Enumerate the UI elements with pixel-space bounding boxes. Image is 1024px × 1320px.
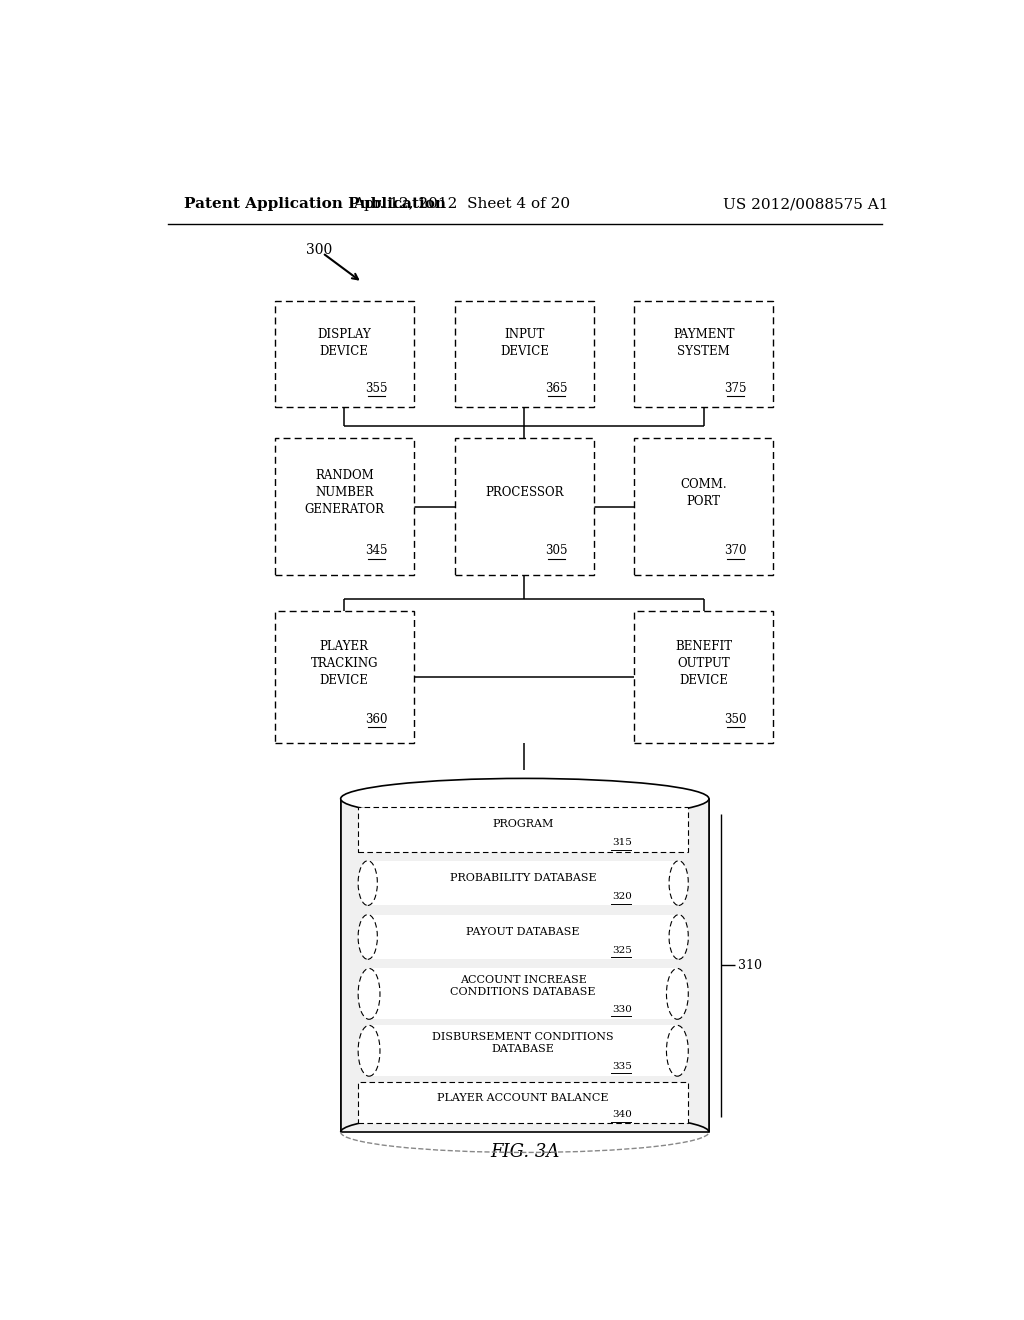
Text: 350: 350 xyxy=(724,713,746,726)
Ellipse shape xyxy=(358,861,378,906)
Text: 370: 370 xyxy=(724,544,746,557)
Text: INPUT
DEVICE: INPUT DEVICE xyxy=(500,329,549,359)
FancyBboxPatch shape xyxy=(358,1082,688,1123)
FancyBboxPatch shape xyxy=(369,861,678,906)
Text: Apr. 12, 2012  Sheet 4 of 20: Apr. 12, 2012 Sheet 4 of 20 xyxy=(352,197,570,211)
Text: US 2012/0088575 A1: US 2012/0088575 A1 xyxy=(723,197,889,211)
Text: 340: 340 xyxy=(612,1110,632,1119)
Text: 375: 375 xyxy=(724,381,746,395)
Ellipse shape xyxy=(341,779,709,818)
Text: 355: 355 xyxy=(365,381,387,395)
Text: 305: 305 xyxy=(545,544,567,557)
FancyBboxPatch shape xyxy=(274,438,414,576)
Text: 330: 330 xyxy=(612,1005,632,1014)
FancyBboxPatch shape xyxy=(369,915,678,960)
Text: 345: 345 xyxy=(365,544,387,557)
FancyBboxPatch shape xyxy=(358,807,688,851)
FancyBboxPatch shape xyxy=(455,438,594,576)
Ellipse shape xyxy=(358,1026,380,1076)
Text: 335: 335 xyxy=(612,1061,632,1071)
FancyBboxPatch shape xyxy=(370,1026,677,1076)
Text: PAYOUT DATABASE: PAYOUT DATABASE xyxy=(467,927,580,937)
Text: PROCESSOR: PROCESSOR xyxy=(485,486,563,499)
FancyBboxPatch shape xyxy=(370,969,677,1019)
Text: 300: 300 xyxy=(306,243,332,257)
Text: BENEFIT
OUTPUT
DEVICE: BENEFIT OUTPUT DEVICE xyxy=(675,640,732,686)
Bar xyxy=(341,799,709,1133)
FancyBboxPatch shape xyxy=(274,301,414,408)
Ellipse shape xyxy=(669,915,688,960)
Text: 325: 325 xyxy=(612,946,632,954)
Ellipse shape xyxy=(667,1026,688,1076)
FancyBboxPatch shape xyxy=(634,301,773,408)
Ellipse shape xyxy=(669,861,688,906)
Text: ACCOUNT INCREASE
CONDITIONS DATABASE: ACCOUNT INCREASE CONDITIONS DATABASE xyxy=(451,975,596,998)
Text: RANDOM
NUMBER
GENERATOR: RANDOM NUMBER GENERATOR xyxy=(304,470,384,516)
Bar xyxy=(341,771,709,801)
FancyBboxPatch shape xyxy=(455,301,594,408)
Text: 320: 320 xyxy=(612,892,632,902)
Text: 365: 365 xyxy=(545,381,567,395)
FancyBboxPatch shape xyxy=(274,611,414,743)
Text: PROGRAM: PROGRAM xyxy=(493,818,554,829)
Text: 315: 315 xyxy=(612,838,632,847)
Text: COMM.
PORT: COMM. PORT xyxy=(680,478,727,508)
Text: 360: 360 xyxy=(365,713,387,726)
Text: DISBURSEMENT CONDITIONS
DATABASE: DISBURSEMENT CONDITIONS DATABASE xyxy=(432,1032,614,1055)
Ellipse shape xyxy=(358,915,378,960)
Text: PLAYER ACCOUNT BALANCE: PLAYER ACCOUNT BALANCE xyxy=(437,1093,609,1102)
Ellipse shape xyxy=(358,969,380,1019)
FancyBboxPatch shape xyxy=(634,611,773,743)
Text: PROBABILITY DATABASE: PROBABILITY DATABASE xyxy=(450,873,597,883)
Text: DISPLAY
DEVICE: DISPLAY DEVICE xyxy=(317,329,371,359)
Text: FIG. 3A: FIG. 3A xyxy=(490,1143,559,1162)
Text: PLAYER
TRACKING
DEVICE: PLAYER TRACKING DEVICE xyxy=(310,640,378,686)
FancyBboxPatch shape xyxy=(634,438,773,576)
Text: PAYMENT
SYSTEM: PAYMENT SYSTEM xyxy=(673,329,734,359)
Text: 310: 310 xyxy=(738,958,762,972)
Ellipse shape xyxy=(667,969,688,1019)
Text: Patent Application Publication: Patent Application Publication xyxy=(183,197,445,211)
